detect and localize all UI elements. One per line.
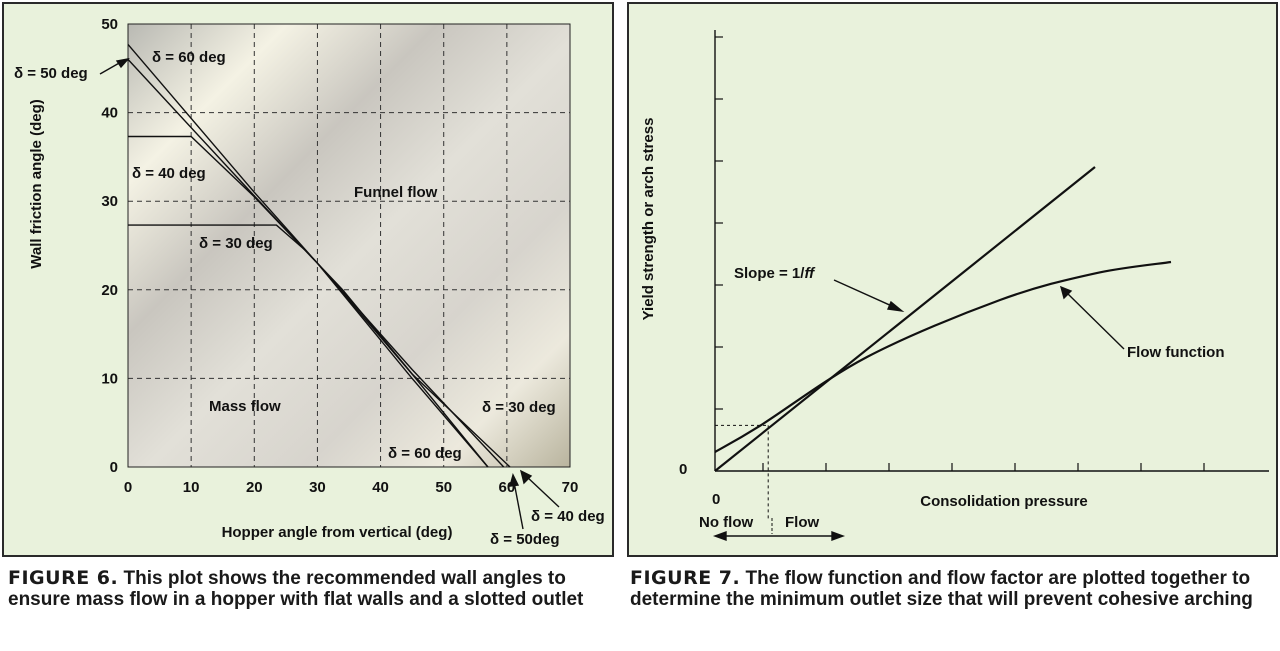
- figure-7-chart: Yield strength or arch stress Consolidat…: [640, 30, 1269, 541]
- arrow-delta-50-top: [99, 61, 122, 75]
- delta-60-bottom-label: δ = 60 deg: [388, 445, 462, 462]
- delta-50-top-label: δ = 50 deg: [14, 65, 88, 82]
- figure-6-panel: 0 10 20 30 40 50 60 70 0 10 20 30 40 50 Wall friction…: [2, 2, 614, 557]
- delta-40-bottom-label: δ = 40 deg: [531, 508, 605, 525]
- plot-area: [128, 24, 570, 467]
- x-axis-label: Hopper angle from vertical (deg): [222, 524, 453, 541]
- y-tick-label: 20: [101, 282, 118, 299]
- delta-30-left-label: δ = 30 deg: [199, 235, 273, 252]
- figure-6-caption: FIGURE 6. This plot shows the recommende…: [8, 567, 613, 611]
- arrowhead-delta-50-bottom: [509, 473, 520, 487]
- series-lines: [127, 43, 511, 468]
- x-tick-label: 10: [183, 479, 200, 496]
- origin-y-label: 0: [679, 461, 687, 478]
- x-tick-label: 70: [562, 479, 579, 496]
- y-axis-label: Wall friction angle (deg): [28, 99, 45, 268]
- arrowhead-flow-function: [1059, 285, 1073, 300]
- y-tick-label: 40: [101, 105, 118, 122]
- arrow-flow-function: [1066, 292, 1125, 350]
- figure-7-panel: Yield strength or arch stress Consolidat…: [627, 2, 1278, 557]
- x-tick-label: 40: [372, 479, 389, 496]
- x-tick-label: 0: [124, 479, 132, 496]
- y-tick-label: 50: [101, 16, 118, 33]
- series-line: [127, 43, 489, 468]
- slope-line: [714, 166, 1096, 472]
- x-tick-label: 50: [435, 479, 452, 496]
- axes: [714, 30, 1269, 521]
- caption-text: The flow function and flow factor are pl…: [630, 568, 1253, 610]
- caption-lead: FIGURE 6.: [8, 567, 119, 589]
- annotation-arrows: [833, 279, 1125, 350]
- origin-x-label: 0: [712, 491, 720, 508]
- y-tick-label: 10: [101, 370, 118, 387]
- mass-flow-label: Mass flow: [209, 398, 281, 415]
- arrow-slope: [833, 279, 895, 308]
- figure-7-caption: FIGURE 7. The flow function and flow fac…: [630, 567, 1275, 611]
- caption-lead: FIGURE 7.: [630, 567, 741, 589]
- arrowhead-delta-50-top: [115, 57, 130, 69]
- x-tick-label: 20: [246, 479, 263, 496]
- delta-30-right-label: δ = 30 deg: [482, 399, 556, 416]
- y-axis-label: Yield strength or arch stress: [640, 118, 657, 321]
- delta-60-top-label: δ = 60 deg: [152, 49, 226, 66]
- arrowhead-delta-40-bottom: [519, 469, 533, 485]
- x-axis-label: Consolidation pressure: [920, 493, 1088, 510]
- flow-function-curve: [714, 260, 1172, 453]
- arrow-delta-40-bottom: [525, 475, 560, 508]
- series-lines: [714, 166, 1172, 472]
- flow-label: Flow: [785, 514, 819, 531]
- caption-text: This plot shows the recommended wall ang…: [8, 568, 584, 610]
- funnel-flow-label: Funnel flow: [354, 184, 438, 201]
- no-flow-label: No flow: [699, 514, 753, 531]
- slope-label: Slope = 1/ff: [734, 265, 816, 282]
- arrow-delta-50-bottom: [513, 481, 524, 530]
- delta-40-left-label: δ = 40 deg: [132, 165, 206, 182]
- delta-50-bottom-label: δ = 50deg: [490, 531, 560, 548]
- arrowhead-slope: [886, 300, 905, 313]
- flow-range-arrow: [712, 531, 846, 541]
- annotation-arrows: [99, 57, 560, 530]
- plot-frame: [127, 23, 571, 468]
- y-tick-label: 30: [101, 193, 118, 210]
- x-tick-label: 30: [309, 479, 326, 496]
- grid: [127, 23, 571, 468]
- y-tick-label: 0: [110, 459, 118, 476]
- flow-function-label: Flow function: [1127, 344, 1224, 361]
